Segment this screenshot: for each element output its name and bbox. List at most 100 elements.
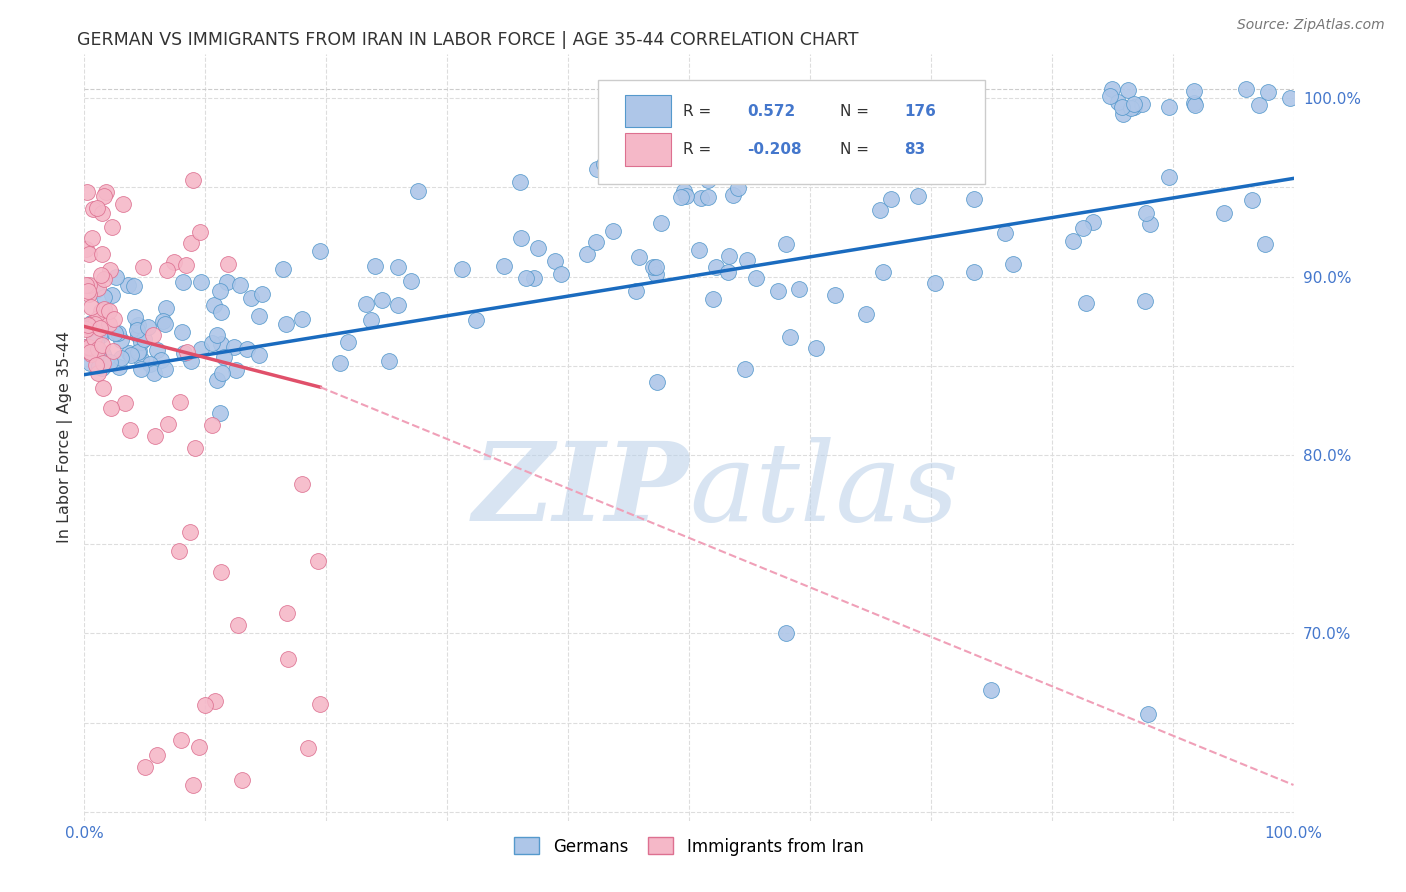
Point (1139, 217, 1161, 231)
Point (90, 247, 112, 261)
Point (86, 283, 108, 297)
Point (222, 341, 245, 355)
Point (104, 326, 127, 341)
Point (208, 284, 231, 298)
Point (75, 277, 97, 292)
Point (201, 335, 224, 350)
Point (209, 337, 232, 351)
Point (775, 237, 797, 252)
Point (789, 282, 811, 296)
Point (387, 297, 409, 311)
Point (297, 740, 319, 755)
FancyBboxPatch shape (599, 80, 986, 184)
Bar (624, 133, 671, 166)
Point (143, 367, 166, 381)
Point (209, 565, 232, 579)
Point (824, 287, 846, 301)
Text: Source: ZipAtlas.com: Source: ZipAtlas.com (1237, 18, 1385, 32)
Point (181, 172, 204, 186)
Point (93, 290, 115, 304)
Point (387, 260, 409, 275)
Point (91, 205, 114, 219)
Point (217, 256, 239, 270)
Point (745, 271, 768, 285)
Text: ZIP: ZIP (472, 437, 689, 544)
Point (766, 284, 789, 298)
Point (94, 186, 117, 200)
Point (364, 259, 387, 273)
Point (77, 318, 100, 333)
Point (1107, 95, 1129, 110)
Point (235, 342, 257, 356)
Point (1157, 100, 1180, 114)
Point (77, 320, 100, 334)
Point (90, 268, 112, 282)
Point (75, 322, 97, 336)
Point (93, 302, 115, 317)
Point (696, 190, 718, 204)
Point (179, 524, 201, 539)
Point (717, 265, 740, 279)
Text: GERMAN VS IMMIGRANTS FROM IRAN IN LABOR FORCE | AGE 35-44 CORRELATION CHART: GERMAN VS IMMIGRANTS FROM IRAN IN LABOR … (77, 31, 859, 49)
Point (779, 330, 801, 344)
Point (87, 281, 110, 295)
Point (217, 276, 239, 290)
Point (93, 188, 115, 202)
Point (872, 265, 894, 279)
Point (672, 185, 695, 199)
Point (131, 352, 153, 367)
Point (91, 347, 114, 361)
Point (1112, 107, 1135, 121)
Point (101, 287, 124, 301)
Point (924, 276, 946, 290)
Point (169, 395, 191, 409)
Point (205, 327, 228, 342)
Point (86, 342, 108, 356)
Point (735, 252, 758, 267)
Point (775, 626, 797, 640)
Text: N =: N = (841, 142, 869, 157)
Point (77, 340, 100, 354)
Point (734, 361, 756, 376)
Point (963, 192, 986, 206)
Point (360, 312, 382, 326)
Point (201, 418, 224, 433)
Point (963, 265, 986, 279)
Point (271, 261, 294, 276)
Point (79, 341, 101, 355)
Point (139, 357, 162, 371)
Point (202, 298, 225, 312)
Point (249, 309, 271, 323)
Point (107, 326, 129, 340)
Point (163, 255, 186, 269)
Point (83, 343, 105, 357)
Point (1157, 169, 1180, 184)
Point (190, 275, 212, 289)
Point (184, 441, 207, 455)
Point (1074, 296, 1097, 310)
Point (544, 254, 567, 268)
Point (980, 683, 1002, 698)
Point (907, 189, 929, 203)
Point (190, 342, 212, 356)
Point (1182, 95, 1205, 110)
Point (90, 338, 112, 352)
Point (855, 307, 877, 321)
Point (132, 260, 155, 274)
Point (510, 231, 533, 245)
Point (1249, 98, 1271, 112)
Point (153, 317, 176, 331)
Point (89, 319, 111, 334)
Point (585, 235, 607, 250)
Point (523, 271, 546, 285)
Point (83, 315, 105, 329)
Point (127, 318, 149, 332)
Point (110, 334, 132, 348)
Point (76, 186, 98, 200)
Point (91, 356, 114, 370)
Text: 0.572: 0.572 (747, 103, 796, 119)
Point (129, 334, 152, 349)
Point (174, 258, 197, 272)
Point (98, 304, 121, 318)
Point (690, 191, 713, 205)
